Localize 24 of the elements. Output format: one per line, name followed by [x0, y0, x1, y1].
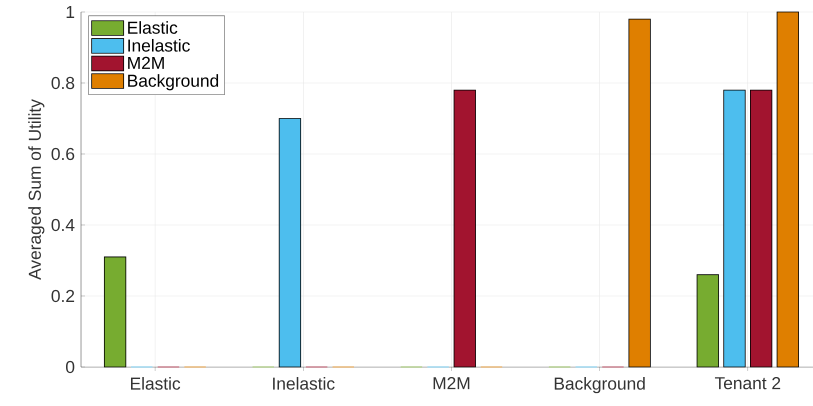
bar [750, 90, 772, 368]
bar [628, 18, 651, 368]
bar [696, 274, 719, 368]
legend-label: M2M [128, 56, 164, 69]
x-tick-label: Background [554, 377, 645, 394]
x-tick-label: M2M [434, 377, 470, 390]
x-tick-label: Inelastic [273, 377, 335, 390]
y-tick-label: 0.4 [52, 218, 74, 232]
legend-label: Background [128, 74, 218, 90]
x-tick-label: Tenant 2 [714, 377, 780, 390]
legend-label: Elastic [128, 21, 178, 34]
y-tick-label: 0 [66, 360, 74, 374]
bar [776, 12, 799, 368]
bar [454, 90, 476, 368]
y-tick-label: 0.2 [52, 290, 74, 302]
y-tick-label: 0.6 [52, 148, 74, 160]
x-tick-label: Elastic [130, 377, 180, 390]
bar [723, 90, 746, 368]
y-tick-label: 0.8 [52, 76, 74, 90]
y-tick-label: 1 [66, 6, 74, 18]
bar [278, 118, 302, 368]
legend-label: Inelastic [128, 38, 190, 52]
y-axis-title: Averaged Sum of Utility [28, 99, 44, 280]
bar [104, 256, 126, 368]
